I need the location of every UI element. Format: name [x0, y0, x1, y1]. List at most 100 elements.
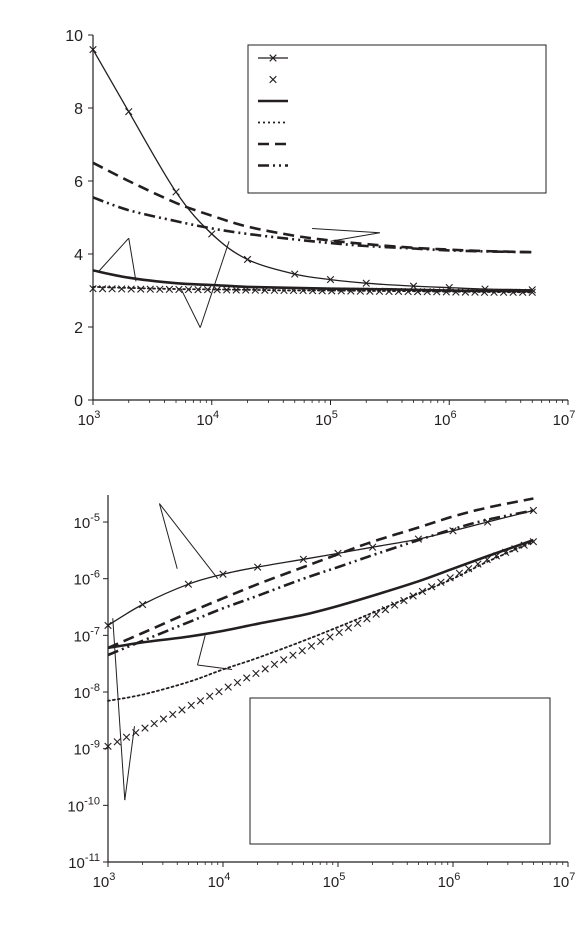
- annotation-leader: [112, 618, 126, 801]
- annotation-leader: [158, 503, 178, 569]
- data-marker: [169, 710, 177, 719]
- data-marker: [449, 527, 457, 535]
- data-marker: [418, 587, 427, 596]
- data-marker: [252, 669, 260, 678]
- y-tick-label: 10: [65, 28, 83, 45]
- annotation-leader: [97, 237, 130, 273]
- series-line: [107, 509, 534, 657]
- legend-item: [269, 75, 277, 84]
- data-marker: [368, 543, 377, 551]
- y-tick-label: 10-9: [74, 739, 100, 759]
- data-marker: [184, 580, 193, 588]
- data-marker: [159, 715, 168, 723]
- x-tick-label: 103: [93, 871, 116, 891]
- x-tick-label: 106: [434, 409, 457, 429]
- data-marker: [474, 560, 482, 568]
- annotation-leader: [199, 241, 230, 328]
- annotation-f2: [97, 237, 137, 282]
- data-marker: [233, 678, 242, 687]
- data-marker: [243, 255, 252, 264]
- data-marker: [289, 651, 297, 659]
- series-line: [92, 286, 534, 294]
- series-3: [92, 269, 533, 293]
- y-tick-label: 2: [74, 320, 83, 337]
- annotation-leader: [128, 238, 137, 282]
- data-marker: [104, 621, 112, 630]
- annotation-f3: [158, 503, 219, 580]
- series-4: [92, 286, 534, 294]
- annotation-leader: [124, 726, 135, 801]
- data-marker: [141, 724, 149, 732]
- data-marker: [362, 279, 370, 287]
- y-tick-label: 10-6: [74, 569, 100, 589]
- y-tick-label: 4: [74, 247, 83, 264]
- legend-box: [247, 44, 547, 194]
- annotation-f2: [197, 635, 233, 670]
- series-line: [92, 196, 533, 254]
- series-line: [107, 509, 534, 626]
- data-marker: [222, 286, 231, 294]
- chart-panel-b: 103 104 105 106 107 10-11 10-10 10-9 10-8 10-7 10-…: [67, 495, 575, 891]
- data-marker: [208, 230, 216, 238]
- series-5: [107, 497, 534, 650]
- series-line: [92, 161, 533, 254]
- y-tick-label: 10-10: [67, 795, 100, 815]
- legend-box: [249, 697, 551, 845]
- data-marker: [253, 563, 262, 571]
- data-marker: [298, 646, 306, 655]
- x-tick-label: 107: [553, 871, 576, 891]
- legend-swatch-marker: [269, 54, 277, 62]
- x-tick-label: 105: [323, 871, 346, 891]
- data-marker: [326, 633, 334, 641]
- data-marker: [270, 660, 279, 669]
- data-marker: [344, 624, 353, 632]
- data-marker: [326, 275, 335, 284]
- series-6: [92, 196, 533, 254]
- data-marker: [89, 45, 97, 54]
- data-marker: [122, 733, 131, 741]
- series-line: [107, 540, 535, 702]
- data-marker: [137, 285, 145, 293]
- data-marker: [172, 188, 180, 196]
- annotation-leader: [159, 503, 219, 580]
- data-marker: [317, 637, 325, 646]
- annotation-leader: [180, 288, 201, 328]
- data-marker: [243, 674, 251, 682]
- series-6: [107, 509, 534, 657]
- y-tick-label: 10-7: [74, 625, 100, 645]
- annotation-leader: [330, 232, 380, 242]
- y-tick-label: 10-8: [74, 682, 100, 702]
- series-2: [104, 537, 538, 751]
- y-tick-label: 6: [74, 174, 83, 191]
- data-marker: [353, 619, 362, 628]
- x-tick-label: 104: [196, 409, 219, 429]
- series-1: [104, 506, 538, 630]
- annotation-leader: [197, 664, 233, 670]
- series-3: [107, 538, 534, 650]
- legend: [249, 697, 551, 845]
- y-tick-label: 10-5: [74, 512, 100, 532]
- y-tick-label: 10-11: [68, 852, 100, 872]
- data-marker: [138, 600, 147, 609]
- data-marker: [127, 285, 135, 293]
- data-marker: [113, 738, 121, 746]
- data-marker: [206, 692, 214, 700]
- series-5: [92, 161, 533, 254]
- data-marker: [224, 683, 232, 691]
- data-marker: [291, 270, 299, 278]
- data-marker: [213, 286, 221, 294]
- series-line: [92, 269, 533, 293]
- legend-swatch-marker: [269, 75, 277, 84]
- series-line: [107, 497, 534, 650]
- data-marker: [232, 286, 240, 294]
- x-tick-label: 107: [553, 409, 576, 429]
- annotation-f3: [312, 227, 380, 242]
- data-marker: [219, 570, 227, 578]
- x-tick-label: 105: [315, 409, 338, 429]
- data-marker: [307, 642, 316, 650]
- legend: [247, 44, 547, 194]
- y-tick-label: 0: [74, 393, 83, 410]
- chart-panel-a: 103 104 105 106 107 0 2 4 6 8 10: [65, 28, 575, 429]
- x-tick-label: 106: [438, 871, 461, 891]
